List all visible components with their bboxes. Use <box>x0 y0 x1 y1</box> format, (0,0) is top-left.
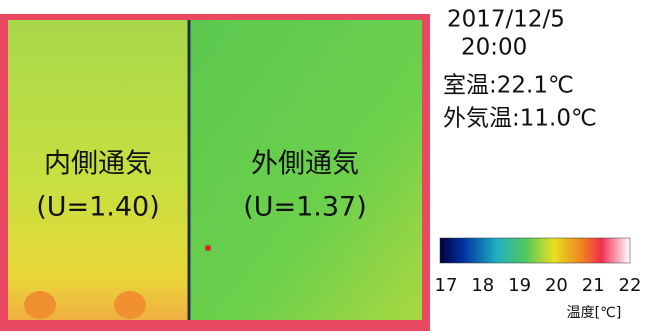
colorbar-tick: 20 <box>545 275 568 296</box>
colorbar <box>440 238 630 263</box>
date: 2017/12/5 <box>447 7 565 33</box>
screen: 内側通気 (U=1.40) 外側通気 (U=1.37) 2017/12/5 20… <box>0 0 648 331</box>
colorbar-tick: 17 <box>435 275 458 296</box>
panel-value: (U=1.37) <box>243 192 367 223</box>
colorbar-tick: 18 <box>471 275 494 296</box>
hot-spot <box>205 245 211 251</box>
colorbar-tick: 22 <box>619 275 642 296</box>
colorbar-unit: 温度[℃] <box>567 305 622 321</box>
colorbar-tick: 19 <box>508 275 531 296</box>
indoor-temp: 室温:22.1℃ <box>443 73 574 99</box>
panel-value: (U=1.40) <box>36 192 160 223</box>
page: 内側通気 (U=1.40) 外側通気 (U=1.37) 2017/12/5 20… <box>0 0 648 331</box>
time: 20:00 <box>461 35 527 61</box>
hot-spot <box>114 291 146 319</box>
panel-name: 内側通気 <box>44 149 152 180</box>
outdoor-temp: 外気温:11.0℃ <box>443 106 597 132</box>
colorbar-tick: 21 <box>582 275 605 296</box>
hot-spot <box>24 291 56 319</box>
panel-name: 外側通気 <box>251 149 359 180</box>
